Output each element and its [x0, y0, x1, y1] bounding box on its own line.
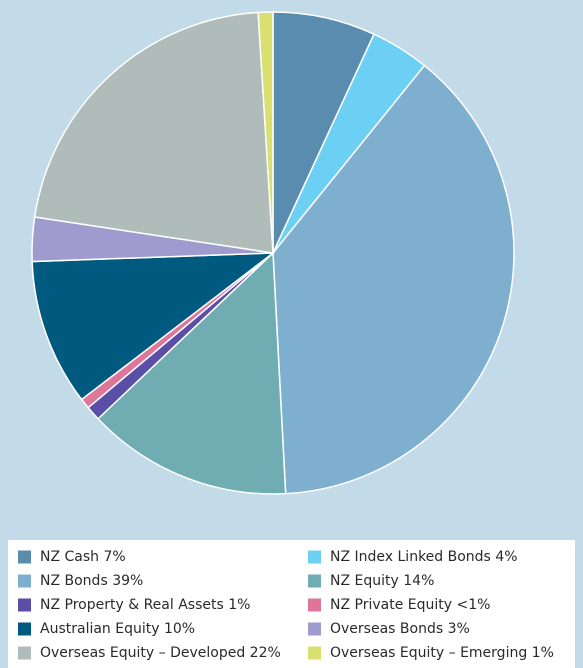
legend-value: 14%	[403, 573, 434, 589]
pie-slice	[257, 11, 274, 254]
legend-swatch	[308, 550, 321, 564]
legend-swatch	[18, 646, 31, 660]
legend-label: NZ Property & Real Assets 1%	[40, 597, 250, 613]
legend-value: 3%	[448, 621, 470, 637]
legend-label: NZ Equity 14%	[330, 573, 434, 589]
legend-label: Overseas Bonds 3%	[330, 621, 470, 637]
legend-swatch	[308, 598, 321, 612]
pie-slice	[96, 251, 287, 495]
pie-slice	[272, 11, 376, 254]
legend-name: Overseas Equity – Emerging	[330, 645, 527, 661]
pie-slice	[31, 252, 276, 401]
legend-label: NZ Index Linked Bonds 4%	[330, 549, 518, 565]
legend-name: NZ Equity	[330, 573, 399, 589]
legend-value: 7%	[104, 549, 126, 565]
pie	[31, 11, 515, 495]
legend-name: Overseas Bonds	[330, 621, 443, 637]
legend-swatch	[18, 622, 31, 636]
legend-swatch	[18, 550, 31, 564]
legend-value: 22%	[250, 645, 281, 661]
pie-slice	[272, 64, 515, 495]
legend-value: <1%	[457, 597, 491, 613]
legend-label: Australian Equity 10%	[40, 621, 195, 637]
legend-name: NZ Index Linked Bonds	[330, 549, 491, 565]
legend-label: NZ Cash 7%	[40, 549, 126, 565]
legend-value: 4%	[495, 549, 517, 565]
legend-value: 1%	[532, 645, 554, 661]
legend-swatch	[18, 598, 31, 612]
legend-value: 10%	[164, 621, 195, 637]
legend-name: NZ Bonds	[40, 573, 108, 589]
legend-swatch	[18, 574, 31, 588]
legend-value: 1%	[228, 597, 250, 613]
legend-label: NZ Bonds 39%	[40, 573, 143, 589]
legend-label: Overseas Equity – Developed 22%	[40, 645, 281, 661]
legend-name: NZ Private Equity	[330, 597, 452, 613]
legend-value: 39%	[112, 573, 143, 589]
legend-swatch	[308, 574, 321, 588]
legend-box	[8, 540, 575, 668]
legend-name: NZ Property & Real Assets	[40, 597, 224, 613]
legend-name: NZ Cash	[40, 549, 99, 565]
legend-name: Overseas Equity – Developed	[40, 645, 245, 661]
legend-swatch	[308, 646, 321, 660]
pie-slice	[33, 11, 274, 254]
legend-name: Australian Equity	[40, 621, 160, 637]
legend-swatch	[308, 622, 321, 636]
legend-label: NZ Private Equity <1%	[330, 597, 490, 613]
legend: NZ Cash 7% NZ Index Linked Bonds 4% NZ Bon…	[18, 549, 554, 661]
legend-label: Overseas Equity – Emerging 1%	[330, 645, 554, 661]
